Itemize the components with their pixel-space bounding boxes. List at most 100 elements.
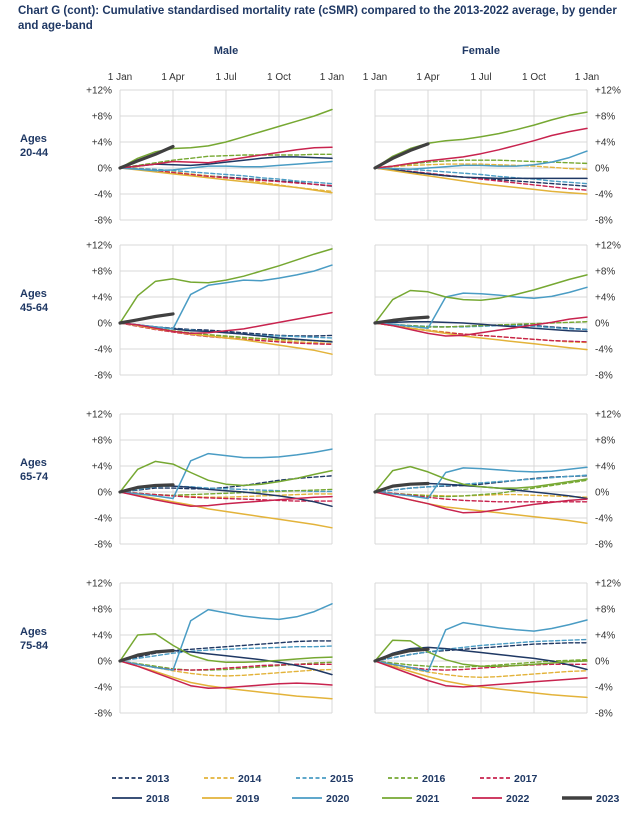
- y-tick-label: 0%: [98, 164, 113, 175]
- y-tick-label: +4%: [595, 138, 615, 149]
- age-band-range-label: 20-44: [20, 147, 49, 159]
- series-line-2022: [119, 491, 333, 508]
- y-tick-label: 0%: [595, 164, 610, 175]
- age-band-label: Ages: [20, 133, 47, 145]
- series-line-2019: [374, 167, 588, 195]
- x-tick-label: 1 Jul: [215, 72, 236, 83]
- x-tick-label: 1 Jan: [363, 72, 387, 83]
- series-line-2021: [119, 632, 333, 664]
- series-line-2021: [374, 639, 588, 667]
- y-tick-label: +12%: [86, 579, 112, 590]
- series-line-2022: [374, 127, 588, 169]
- x-tick-label: 1 Apr: [161, 72, 185, 83]
- y-tick-label: 0%: [595, 319, 610, 330]
- series-line-2022: [119, 146, 333, 169]
- series-line-2020: [374, 619, 588, 673]
- legend-label-2021: 2021: [416, 793, 440, 805]
- series-line-2023: [118, 648, 175, 663]
- age-band-range-label: 45-64: [20, 302, 49, 314]
- age-band-range-label: 65-74: [20, 471, 49, 483]
- y-tick-label: -4%: [595, 345, 613, 356]
- y-tick-label: -8%: [595, 371, 613, 382]
- x-tick-label: 1 Jan: [320, 72, 344, 83]
- age-band-label: Ages: [20, 626, 47, 638]
- y-tick-label: +4%: [595, 631, 615, 642]
- y-tick-label: +12%: [86, 410, 112, 421]
- y-tick-label: +8%: [92, 112, 112, 123]
- age-band-label: Ages: [20, 288, 47, 300]
- gender-header-male: Male: [214, 45, 238, 57]
- y-tick-label: +8%: [595, 605, 615, 616]
- series-line-2016: [119, 153, 333, 169]
- x-tick-label: 1 Jul: [470, 72, 491, 83]
- y-tick-label: -8%: [595, 540, 613, 551]
- age-band-label: Ages: [20, 457, 47, 469]
- y-tick-label: +8%: [92, 267, 112, 278]
- series-line-2015: [374, 638, 588, 662]
- series-line-2020: [119, 264, 333, 330]
- series-line-2022: [374, 491, 588, 514]
- series-line-2019: [119, 491, 333, 529]
- legend-label-2018: 2018: [146, 793, 170, 805]
- series-line-2022: [119, 660, 333, 690]
- series-line-2014: [374, 660, 588, 678]
- y-tick-label: +12%: [595, 410, 621, 421]
- y-tick-label: +8%: [595, 112, 615, 123]
- series-line-2021: [119, 248, 333, 324]
- series-line-2022: [374, 660, 588, 688]
- y-tick-label: -8%: [94, 216, 112, 227]
- series-line-2021: [374, 465, 588, 493]
- series-line-2020: [374, 286, 588, 329]
- x-tick-label: 1 Oct: [267, 72, 291, 83]
- series-line-2020: [374, 150, 588, 171]
- series-line-2021: [119, 460, 333, 493]
- series-line-2015: [374, 474, 588, 493]
- y-tick-label: -4%: [595, 190, 613, 201]
- y-tick-label: -4%: [94, 514, 112, 525]
- legend-label-2014: 2014: [238, 773, 262, 785]
- y-tick-label: 0%: [98, 488, 113, 499]
- y-tick-label: -4%: [595, 514, 613, 525]
- y-tick-label: +8%: [92, 436, 112, 447]
- series-line-2023: [373, 142, 430, 170]
- series-line-2015: [119, 645, 333, 662]
- y-tick-label: +12%: [86, 241, 112, 252]
- legend-label-2022: 2022: [506, 793, 530, 805]
- y-tick-label: -8%: [595, 216, 613, 227]
- legend-label-2017: 2017: [514, 773, 538, 785]
- series-line-2018: [374, 646, 588, 671]
- series-line-2023: [373, 315, 430, 325]
- y-tick-label: +4%: [92, 462, 112, 473]
- series-line-2020: [119, 603, 333, 671]
- y-tick-label: +4%: [92, 138, 112, 149]
- series-line-2020: [119, 160, 333, 172]
- series-line-2023: [118, 144, 175, 170]
- series-line-2021: [374, 111, 588, 169]
- y-tick-label: +4%: [595, 293, 615, 304]
- legend-label-2016: 2016: [422, 773, 446, 785]
- series-line-2018: [374, 320, 588, 333]
- y-tick-label: +4%: [92, 631, 112, 642]
- x-tick-label: 1 Apr: [416, 72, 440, 83]
- y-tick-label: 0%: [98, 657, 113, 668]
- series-line-2020: [119, 448, 333, 500]
- legend-label-2020: 2020: [326, 793, 350, 805]
- y-tick-label: -4%: [94, 345, 112, 356]
- series-line-2019: [119, 167, 333, 194]
- y-tick-label: -8%: [94, 540, 112, 551]
- series-line-2023: [118, 483, 175, 494]
- y-tick-label: -4%: [595, 683, 613, 694]
- series-line-2019: [374, 322, 588, 351]
- series-line-2021: [119, 108, 333, 169]
- y-tick-label: 0%: [595, 488, 610, 499]
- legend-label-2015: 2015: [330, 773, 354, 785]
- series-line-2022: [119, 311, 333, 335]
- y-tick-label: +12%: [86, 86, 112, 97]
- series-line-2020: [374, 466, 588, 500]
- y-tick-label: 0%: [595, 657, 610, 668]
- series-line-2015: [119, 167, 333, 185]
- y-tick-label: +4%: [595, 462, 615, 473]
- y-tick-label: 0%: [98, 319, 113, 330]
- y-tick-label: +12%: [595, 86, 621, 97]
